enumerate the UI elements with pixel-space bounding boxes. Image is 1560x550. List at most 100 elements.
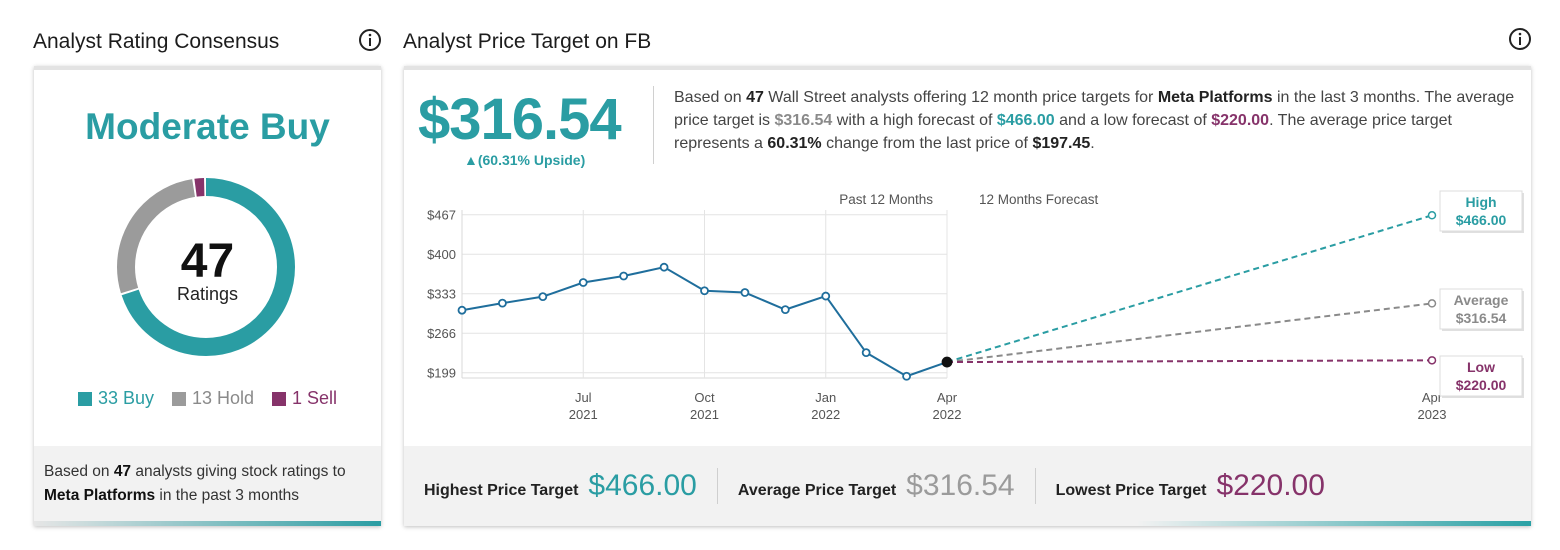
price-history-point	[740, 288, 750, 297]
x-tick-year: 2022	[933, 407, 962, 422]
summary-percent: 60.31%	[767, 135, 822, 152]
legend-sell-swatch	[272, 391, 287, 406]
price-target-summary: Based on 47 Wall Street analysts offerin…	[674, 86, 1524, 155]
legend-hold-swatch	[171, 391, 186, 406]
summary-text: with a high forecast of	[832, 112, 997, 129]
forecast-label-title: Average	[1454, 292, 1509, 308]
summary-text: change from the last price of	[821, 135, 1033, 152]
legend-sell-label: 1 Sell	[292, 388, 338, 408]
price-history-point	[902, 371, 911, 381]
legend-buy-label: 33 Buy	[97, 388, 154, 408]
target-separator	[716, 468, 718, 504]
x-tick-month: Jul	[575, 390, 592, 405]
y-tick-label: $467	[427, 208, 456, 223]
ratings-total-label: Ratings	[176, 284, 239, 304]
forecast-label-box-low: Low $220.00	[1439, 355, 1524, 398]
price-history-point	[941, 356, 953, 368]
price-targets-row: Highest Price Target $466.00 Average Pri…	[404, 446, 1531, 526]
x-tick-year: 2022	[811, 407, 840, 422]
price-target-footer: Highest Price Target $466.00 Average Pri…	[404, 446, 1531, 526]
average-target-value: $316.54	[906, 469, 1015, 502]
summary-text: in the last 3 months. The average price …	[674, 89, 1515, 129]
x-tick-month: Jan	[815, 390, 836, 405]
forecast-label-value: $220.00	[1456, 377, 1507, 393]
highest-target: Highest Price Target $466.00	[424, 469, 697, 503]
price-history-point	[498, 298, 507, 308]
footer-gradient-bar	[34, 521, 381, 526]
label-box	[1439, 355, 1523, 397]
summary-text: Wall Street analysts offering 12 month p…	[763, 89, 1158, 106]
consensus-rating: Moderate Buy	[85, 106, 330, 147]
summary-text: Based on	[674, 89, 747, 106]
lowest-target-value: $220.00	[1216, 469, 1325, 502]
footer-suffix: in the past 3 months	[155, 487, 300, 504]
y-tick-label: $400	[427, 247, 456, 262]
x-tick-month: Oct	[694, 390, 715, 405]
forecast-end-point-average	[1427, 299, 1437, 308]
forecast-label-box-high: High $466.00	[1439, 190, 1524, 233]
price-history-point	[457, 305, 467, 315]
forecast-line-high	[946, 214, 1433, 364]
average-target-label: Average Price Target	[737, 482, 897, 499]
y-tick-label: $266	[427, 326, 456, 341]
forecast-label-title: Low	[1467, 359, 1495, 375]
lowest-target-label: Lowest Price Target	[1055, 482, 1207, 499]
summary-high: $466.00	[996, 112, 1055, 129]
price-history-point	[659, 262, 669, 272]
summary-low: $220.00	[1211, 112, 1270, 129]
upside-percentage: ▲(60.31% Upside)	[464, 152, 586, 168]
price-history-point	[861, 348, 871, 358]
lowest-target: Lowest Price Target $220.00	[1056, 469, 1325, 503]
forecast-label-box-average: Average $316.54	[1439, 288, 1524, 331]
x-tick-month: Apr	[937, 390, 958, 405]
x-tick-year: 2023	[1418, 407, 1447, 422]
price-history-point	[821, 291, 831, 301]
x-tick-month: Apr	[1422, 390, 1443, 405]
forecast-label-value: $316.54	[1456, 310, 1507, 326]
average-price-target: $316.54	[418, 87, 622, 152]
header-divider	[653, 86, 654, 164]
legend-sell: 1 Sell	[272, 388, 337, 409]
average-target: Average Price Target $316.54	[738, 469, 1015, 503]
legend-buy: 33 Buy	[77, 388, 154, 409]
price-history-point	[780, 305, 790, 315]
info-icon[interactable]	[1508, 27, 1532, 51]
highest-target-value: $466.00	[588, 469, 697, 502]
footer-company: Meta Platforms	[44, 487, 156, 504]
y-tick-label: $199	[427, 366, 456, 381]
target-separator	[1034, 468, 1036, 504]
summary-text: .	[1090, 135, 1095, 152]
card-accent-bar	[34, 66, 184, 70]
forecast-label-value: $466.00	[1456, 212, 1507, 228]
price-target-title: Analyst Price Target on FB	[403, 30, 652, 53]
rating-consensus-card: Moderate Buy 47 Ratings 33 Buy 13 Hold 1…	[34, 66, 381, 526]
summary-text: and a low forecast of	[1054, 112, 1212, 129]
summary-company: Meta Platforms	[1157, 89, 1273, 106]
summary-last-price: $197.45	[1032, 135, 1091, 152]
footer-middle: analysts giving stock ratings to	[131, 463, 346, 480]
past-12-months-label: Past 12 Months	[839, 192, 933, 207]
forecast-label-title: High	[1465, 194, 1496, 210]
price-history-point	[700, 286, 709, 296]
highest-target-label: Highest Price Target	[424, 482, 579, 499]
info-icon[interactable]	[358, 28, 382, 52]
rating-footer-text: Based on 47 analysts giving stock rating…	[44, 460, 381, 508]
label-box	[1439, 190, 1523, 232]
ratings-donut-chart	[117, 178, 295, 356]
price-history-point	[619, 271, 629, 281]
forecast-end-point-low	[1427, 356, 1437, 365]
price-target-card: $316.54 ▲(60.31% Upside) Based on 47 Wal…	[404, 66, 1531, 526]
y-tick-label: $333	[427, 287, 456, 302]
x-tick-year: 2021	[690, 407, 719, 422]
forecast-end-point-high	[1427, 211, 1437, 220]
label-box	[1439, 288, 1523, 330]
legend-hold-label: 13 Hold	[191, 388, 255, 408]
forecast-line-low	[946, 359, 1433, 364]
donut-segment-buy	[117, 178, 295, 356]
summary-average: $316.54	[774, 112, 833, 129]
legend-buy-swatch	[77, 391, 92, 406]
ratings-total: 47	[180, 235, 235, 288]
legend-hold: 13 Hold	[171, 388, 255, 409]
x-tick-year: 2021	[569, 407, 598, 422]
rating-footer: Based on 47 analysts giving stock rating…	[34, 446, 381, 526]
